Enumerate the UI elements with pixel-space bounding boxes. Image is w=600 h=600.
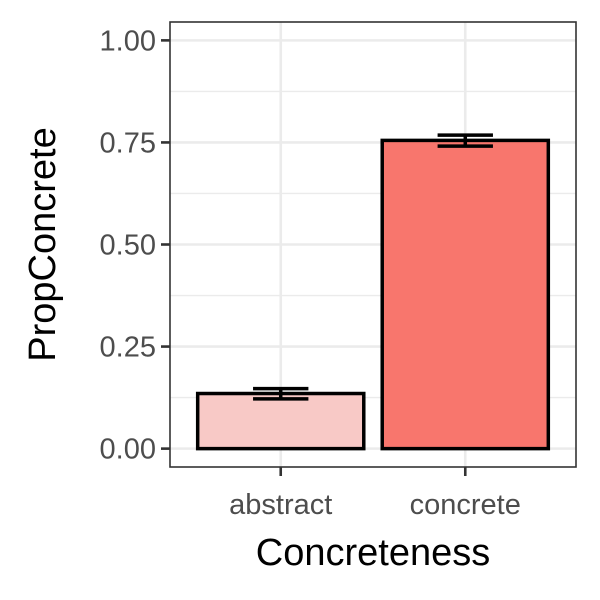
y-tick-label: 0.50 (100, 230, 156, 262)
x-tick-label-abstract: abstract (229, 489, 332, 521)
y-axis: 0.00 0.25 0.50 0.75 1.00 (100, 25, 170, 466)
y-tick-label: 0.00 (100, 434, 156, 466)
y-tick-label: 0.75 (100, 127, 156, 159)
x-axis: abstract concrete (229, 467, 521, 521)
x-tick-label-concrete: concrete (410, 489, 521, 521)
plot-panel (169, 21, 577, 468)
bar-abstract (195, 391, 366, 451)
bar-concrete (380, 138, 551, 451)
x-axis-title: Concreteness (256, 532, 490, 574)
y-tick-label: 1.00 (100, 25, 156, 57)
y-axis-title: PropConcrete (22, 127, 64, 361)
y-tick-label: 0.25 (100, 332, 156, 364)
